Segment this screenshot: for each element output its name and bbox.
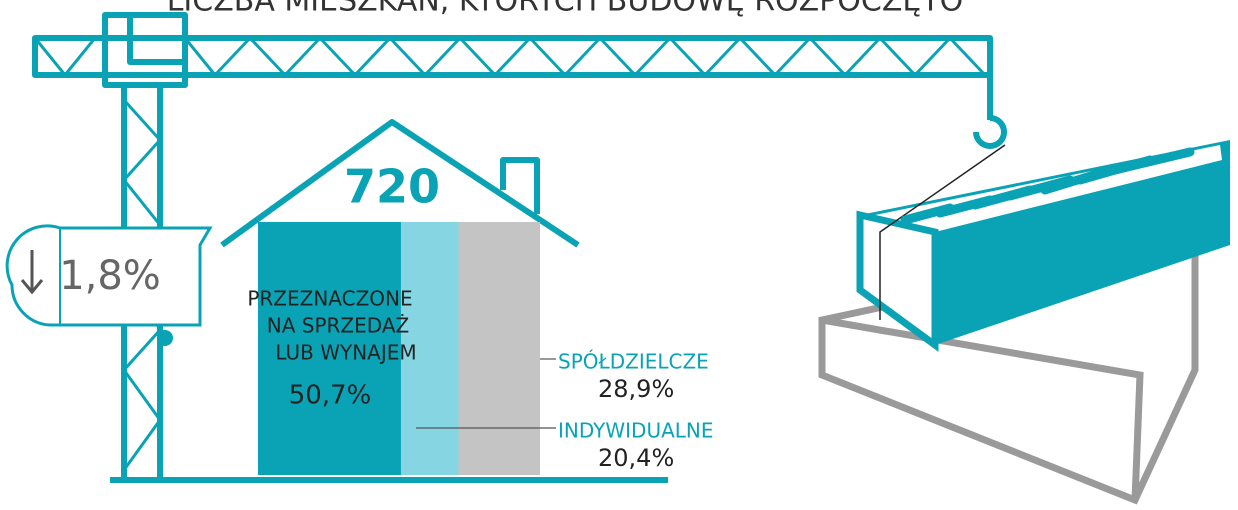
- segment-value: 20,4%: [598, 444, 674, 472]
- bar-segment: [258, 222, 401, 475]
- total: 720: [344, 160, 440, 214]
- segment-label: LUB WYNAJEM: [275, 341, 416, 365]
- containers: [818, 140, 1230, 505]
- segment-label: INDYWIDUALNE: [558, 419, 714, 443]
- title: LICZBA MIESZKAŃ, KTÓRYCH BUDOWĘ ROZPOCZĘ…: [167, 0, 964, 19]
- bar-segment: [458, 222, 540, 475]
- segment-value: 28,9%: [598, 375, 674, 403]
- segment-label: PRZEZNACZONE: [247, 287, 412, 311]
- segment-label: SPÓŁDZIELCZE: [558, 350, 709, 374]
- segment-label: NA SPRZEDAŻ: [267, 314, 409, 338]
- callout: 1,8%: [5, 224, 213, 346]
- house: 720: [220, 119, 580, 248]
- change-value: 1,8%: [59, 253, 161, 299]
- segment-value: 50,7%: [289, 381, 372, 411]
- bar-segment: [400, 222, 459, 475]
